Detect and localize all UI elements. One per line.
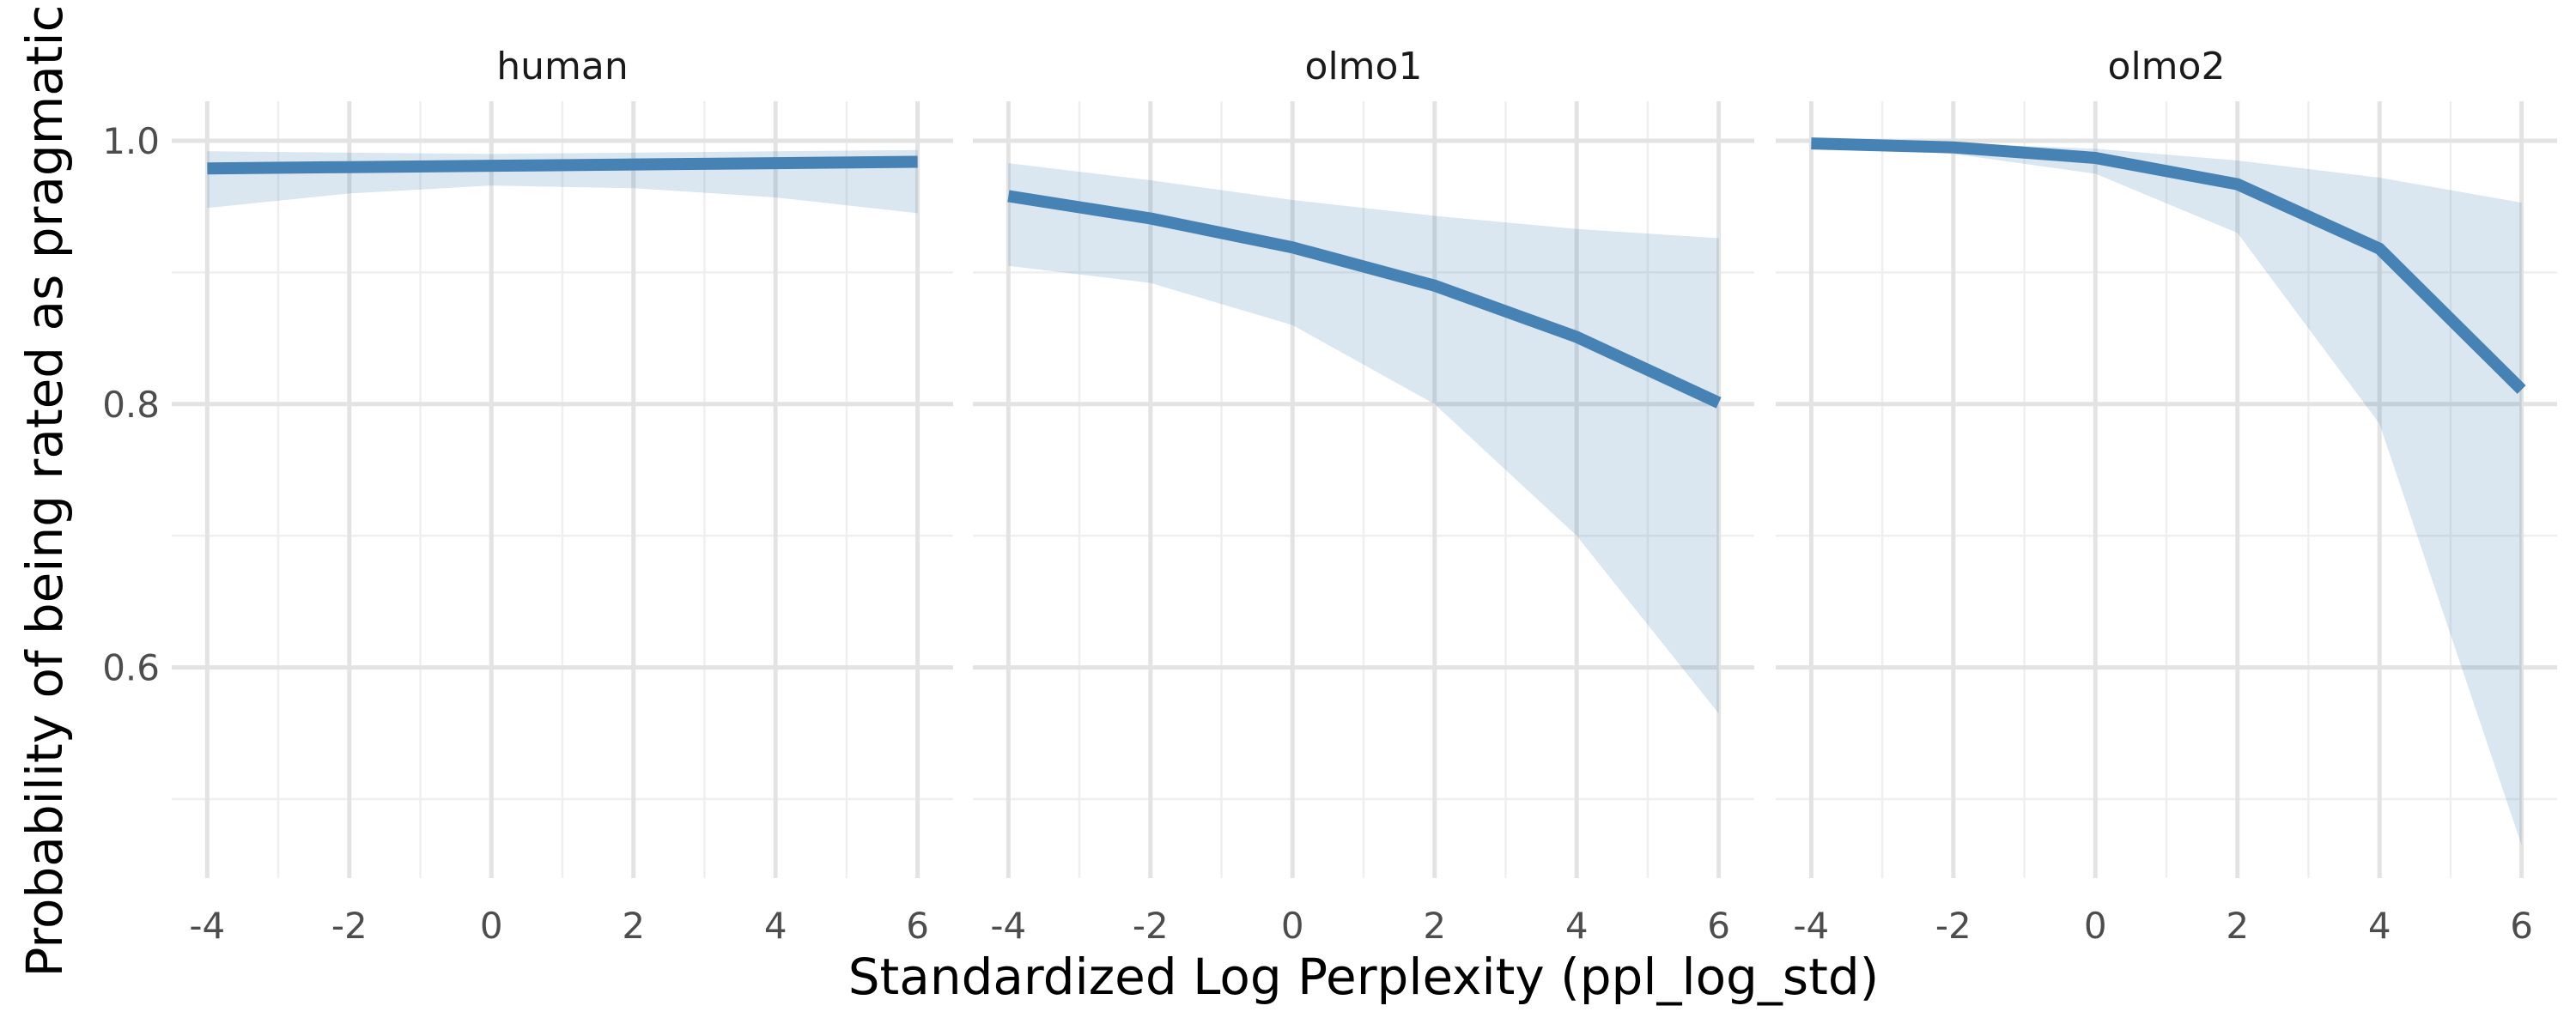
- x-tick-label: 6: [1707, 905, 1730, 947]
- x-tick-label: -2: [331, 905, 368, 947]
- series-line-human: [207, 155, 918, 175]
- y-tick-label: 1.0: [102, 120, 160, 162]
- x-tick-label: -4: [990, 905, 1026, 947]
- facet-label-human: human: [496, 45, 628, 88]
- x-tick-label: 2: [2226, 905, 2249, 947]
- x-tick-label: 6: [2510, 905, 2533, 947]
- x-tick-label: 6: [906, 905, 929, 947]
- series-line-olmo2: [1811, 137, 2526, 394]
- x-tick-label: -2: [1133, 905, 1169, 947]
- y-tick-label: 0.6: [102, 647, 160, 689]
- x-tick-label: 4: [2368, 905, 2391, 947]
- confidence-band-olmo2: [1811, 142, 2522, 845]
- x-tick-label: -2: [1935, 905, 1971, 947]
- panel-olmo1: olmo1 -4 -2 0 2 4 6: [973, 45, 1754, 947]
- x-tick-label: 4: [1565, 905, 1589, 947]
- x-tick-label: 0: [480, 905, 503, 947]
- x-tick-label: 0: [1281, 905, 1304, 947]
- x-tick-label: -4: [1793, 905, 1829, 947]
- y-tick-label: 0.8: [102, 384, 160, 426]
- y-axis-title: Probability of being rated as pragmatic: [15, 4, 74, 977]
- facet-label-olmo1: olmo1: [1305, 45, 1423, 88]
- x-tick-label: 2: [1423, 905, 1446, 947]
- panel-olmo2: olmo2 -4 -2 0 2 4 6: [1776, 45, 2557, 947]
- x-tick-label: 0: [2084, 905, 2107, 947]
- confidence-band-olmo1: [1008, 163, 1719, 714]
- x-tick-label: 4: [764, 905, 787, 947]
- facet-label-olmo2: olmo2: [2108, 45, 2226, 88]
- panel-human: human -4 -2 0 2 4 6 0.6 0.8 1.0: [102, 45, 953, 947]
- x-tick-label: -4: [189, 905, 225, 947]
- x-tick-label: 2: [622, 905, 645, 947]
- x-axis-title: Standardized Log Perplexity (ppl_log_std…: [848, 948, 1880, 1006]
- series-line-olmo1: [1007, 190, 1722, 409]
